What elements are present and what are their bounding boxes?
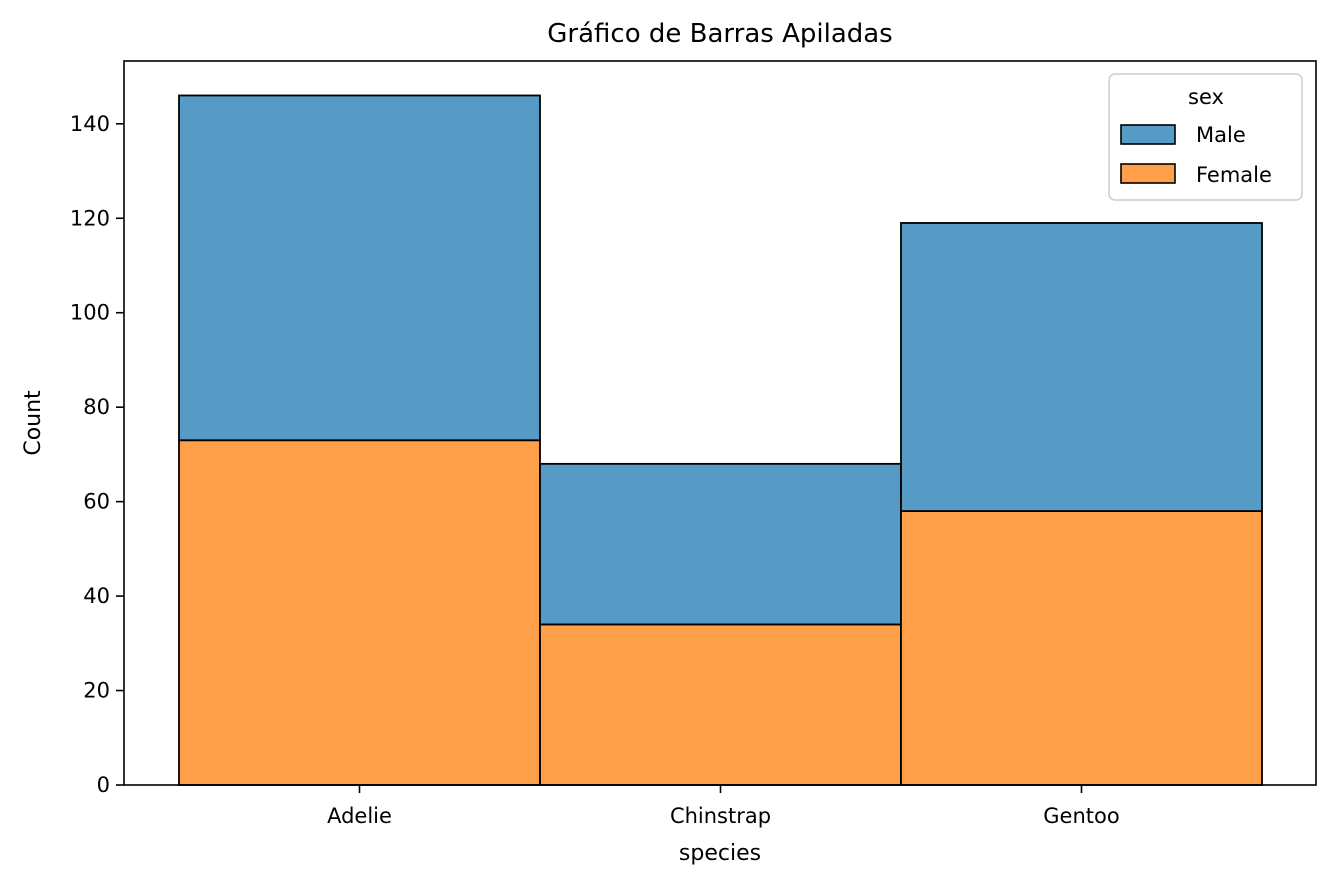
- legend-label-male: Male: [1196, 123, 1246, 147]
- x-tick-label: Chinstrap: [670, 804, 771, 828]
- x-tick-label: Adelie: [327, 804, 392, 828]
- y-tick-label: 120: [70, 206, 110, 230]
- chart-title: Gráfico de Barras Apiladas: [547, 19, 892, 49]
- y-tick-label: 20: [83, 679, 110, 703]
- legend-title: sex: [1188, 85, 1224, 109]
- bars-group: [178, 94, 1263, 786]
- bar-chinstrap-female: [539, 623, 902, 786]
- x-axis-label: species: [679, 841, 761, 866]
- y-tick-label: 40: [83, 584, 110, 608]
- legend-swatch-male: [1120, 124, 1176, 145]
- y-axis: 0 20 40 60 80 100 120 140: [70, 112, 124, 797]
- legend-swatch-female: [1120, 163, 1176, 184]
- plot-frame: [123, 60, 1317, 786]
- y-tick-label: 60: [83, 490, 110, 514]
- y-tick-label: 80: [83, 395, 110, 419]
- y-tick-label: 0: [97, 773, 110, 797]
- bar-gentoo-female: [900, 510, 1263, 786]
- y-tick-label: 100: [70, 301, 110, 325]
- y-axis-label: Count: [21, 390, 46, 456]
- bar-chinstrap-male: [539, 462, 902, 626]
- x-tick-label: Gentoo: [1043, 804, 1119, 828]
- bar-gentoo-male: [900, 222, 1263, 512]
- x-axis: Adelie Chinstrap Gentoo: [327, 785, 1120, 828]
- legend-label-female: Female: [1196, 163, 1272, 187]
- legend: sex Male Female: [1108, 73, 1303, 201]
- bar-adelie-male: [178, 94, 541, 442]
- y-tick-label: 140: [70, 112, 110, 136]
- bar-adelie-female: [178, 439, 541, 786]
